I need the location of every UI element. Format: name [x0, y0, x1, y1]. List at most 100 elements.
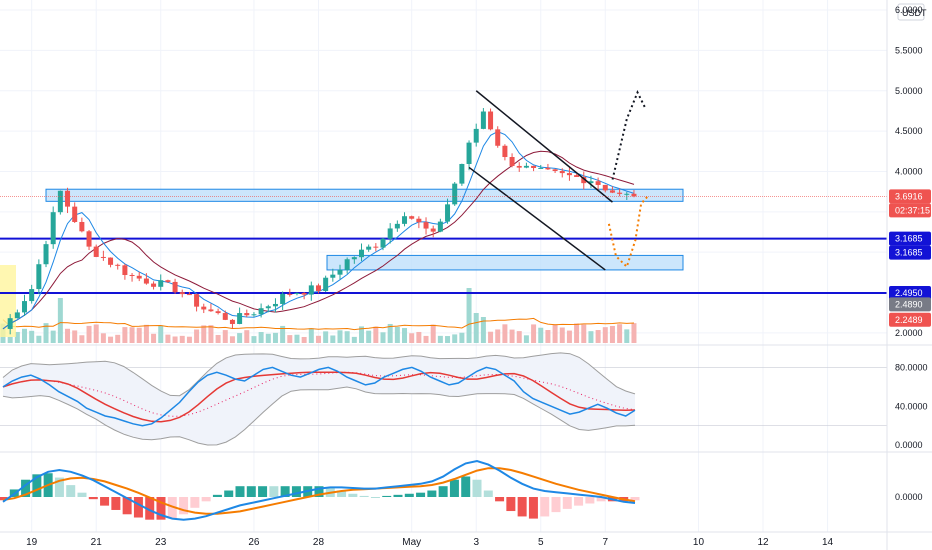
time-tick-label: 5	[538, 537, 544, 548]
volume-bar	[244, 330, 249, 343]
volume-bar	[273, 333, 278, 343]
volume-bar	[294, 335, 299, 343]
candle-body	[431, 229, 436, 232]
volume-bar	[459, 333, 464, 343]
price-pane[interactable]: USDT	[0, 4, 927, 343]
time-tick-label: 12	[757, 537, 769, 548]
candle-body	[266, 306, 271, 308]
macd-histogram-bar	[247, 486, 256, 497]
volume-bar	[402, 328, 407, 343]
volume-bar	[337, 330, 342, 343]
volume-bar	[316, 336, 321, 343]
volume-bar	[122, 327, 127, 343]
macd-histogram-bar	[360, 496, 369, 497]
macd-histogram-bar	[78, 493, 87, 497]
candle-body	[309, 285, 314, 294]
volume-bar	[58, 298, 63, 343]
candles	[8, 108, 637, 334]
macd-histogram-bar	[552, 497, 561, 512]
candle-body	[201, 307, 206, 310]
candle-body	[259, 308, 264, 314]
volume-bar	[51, 331, 56, 343]
projection-up-path	[613, 92, 645, 179]
candle-body	[216, 311, 221, 313]
candle-body	[36, 264, 41, 289]
candle-body	[617, 193, 622, 194]
candle-body	[409, 216, 414, 219]
macd-histogram-bar	[190, 497, 199, 508]
volume-bar	[631, 323, 636, 343]
rsi-tick-label: 0.0000	[895, 440, 923, 450]
macd-histogram-bar	[416, 493, 425, 497]
macd-histogram-bar	[89, 497, 98, 499]
candle-body	[481, 112, 486, 129]
volume-bar	[151, 334, 156, 343]
volume-bar	[309, 328, 314, 343]
candle-body	[302, 293, 307, 295]
candle-body	[416, 219, 421, 222]
volume-bar	[130, 327, 135, 343]
volume-bar	[158, 325, 163, 343]
volume-bar	[524, 335, 529, 343]
candle-body	[366, 247, 371, 250]
volume-bar	[373, 327, 378, 343]
candle-body	[567, 173, 572, 175]
candle-body	[452, 184, 457, 205]
macd-histogram-bar	[461, 476, 470, 497]
volume-bar	[287, 335, 292, 343]
candle-body	[373, 247, 378, 248]
ma-value-label: 2.2489	[895, 315, 923, 325]
candle-body	[72, 207, 77, 222]
time-tick-label: 28	[313, 537, 325, 548]
volume-bar	[144, 325, 149, 343]
candle-body	[194, 294, 199, 306]
volume-bar	[115, 335, 120, 343]
volume-bar	[610, 326, 615, 343]
candle-body	[251, 314, 256, 315]
candle-body	[467, 143, 472, 164]
volume-bar	[424, 336, 429, 343]
volume-bar	[223, 330, 228, 343]
candle-body	[294, 293, 299, 294]
macd-histogram-bar	[236, 486, 245, 497]
macd-histogram-bar	[540, 497, 549, 516]
macd-histogram-bar	[213, 495, 222, 497]
macd-histogram-bar	[518, 497, 527, 516]
macd-histogram-bar	[66, 485, 75, 497]
time-axis[interactable]: 19 21 23 26 28 May 3 5 7 10 12 14	[26, 537, 833, 548]
candle-body	[137, 276, 142, 279]
volume-bar	[94, 324, 99, 343]
candle-body	[173, 282, 178, 292]
candle-body	[438, 222, 443, 232]
macd-tick-label: 0.0000	[895, 492, 923, 502]
volume-bar	[194, 329, 199, 343]
macd-histogram-bar	[382, 496, 391, 497]
candle-body	[395, 224, 400, 229]
volume-bar	[259, 332, 264, 343]
candle-body	[223, 313, 228, 320]
candle-body	[553, 169, 558, 171]
macd-histogram-bar	[529, 497, 538, 519]
macd-histogram-bar	[202, 497, 211, 501]
candle-body	[330, 275, 335, 278]
rsi-pane[interactable]	[3, 353, 635, 445]
volume-bar	[72, 330, 77, 343]
volume-bar	[22, 329, 27, 343]
macd-histogram-bar	[495, 497, 504, 501]
volume-bar	[251, 336, 256, 343]
volume-bar	[588, 331, 593, 343]
macd-histogram-bar	[439, 486, 448, 497]
time-tick-label: 14	[822, 537, 834, 548]
macd-histogram-bar	[394, 495, 403, 497]
volume-bar	[538, 328, 543, 343]
volume-bar	[581, 325, 586, 343]
volume-bar	[65, 329, 70, 343]
candle-body	[603, 185, 608, 190]
time-tick-label: 21	[91, 537, 103, 548]
volume-bar	[553, 324, 558, 343]
candle-body	[502, 146, 507, 157]
volume-bar	[201, 325, 206, 343]
countdown-label: 02:37:15	[895, 205, 930, 215]
volume-bar	[624, 329, 629, 343]
